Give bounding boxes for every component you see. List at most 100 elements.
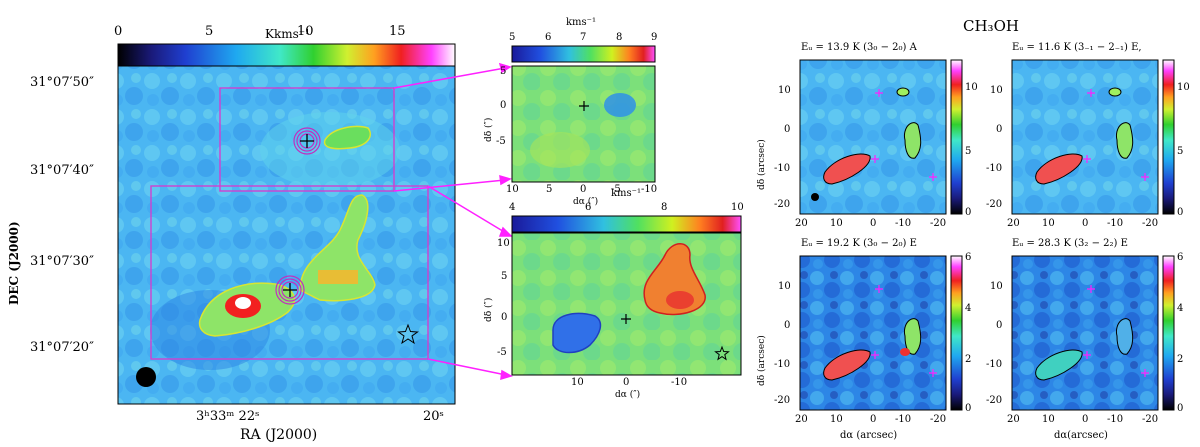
inset-bottom-frame: [511, 232, 742, 376]
main-y-tick: 31°07′30″: [30, 254, 94, 269]
inset-top-x-tick: 10: [506, 184, 519, 195]
panel-4-x-tick: -10: [1107, 414, 1124, 425]
panel-3-cb-tick: 0: [965, 403, 972, 414]
main-y-axis-label: DEC (J2000): [7, 221, 21, 305]
zoom-box-top: [219, 87, 395, 192]
panel-4-x-tick: 20: [1007, 414, 1020, 425]
panel-2-x-tick: -10: [1107, 218, 1124, 229]
panel-2-frame: [1011, 59, 1159, 215]
panel-2-cb-tick: 5: [1177, 146, 1184, 157]
panel-4-x-tick: 0: [1082, 414, 1089, 425]
inset-bottom-x-tick: 10: [571, 377, 584, 388]
zoom-box-bottom: [150, 185, 429, 360]
panel-3-title: Eᵤ = 19.2 K (3₀ − 2₀) E: [801, 238, 917, 249]
panel-2-y-tick: 10: [990, 85, 1003, 96]
inset-top-plus: [579, 101, 589, 111]
panel-2-y-tick: -10: [986, 163, 1003, 174]
panel-1-cb-tick: 5: [965, 146, 972, 157]
inset-top-colorbar-unit: kms⁻¹: [566, 17, 596, 28]
panel-4-y-tick: 10: [990, 281, 1003, 292]
panel-2-x-tick: 20: [1007, 218, 1020, 229]
panel-4-y-tick: 0: [996, 320, 1003, 331]
inset-bottom-colorbar-unit: kms⁻¹: [611, 188, 641, 199]
panel-1-x-tick: 10: [830, 218, 843, 229]
panel-3-x-tick: -10: [895, 414, 912, 425]
panel-3-x-tick: 10: [830, 414, 843, 425]
panel-2-x-tick: 10: [1042, 218, 1055, 229]
panel-1-colorbar: [950, 59, 963, 215]
inset-top-x-tick: -10: [641, 184, 658, 195]
inset-bottom-x-axis-label: dα (″): [615, 390, 641, 400]
main-colorbar: [117, 43, 456, 67]
panel-1-frame: [799, 59, 947, 215]
panel-1-y-tick: -20: [774, 199, 791, 210]
panel-1-y-tick: 10: [778, 85, 791, 96]
main-plus-marker-bottom: [283, 283, 297, 297]
panel-4-cb-tick: 6: [1177, 252, 1184, 263]
panel-3-y-tick: 10: [778, 281, 791, 292]
panel-3-x-tick: 0: [870, 414, 877, 425]
ch3oh-plus-markers: [871, 89, 1149, 377]
panel-2-x-tick: -20: [1142, 218, 1159, 229]
inset-top-y-tick: 0: [500, 100, 507, 111]
panel-2-x-tick: 0: [1082, 218, 1089, 229]
inset-top-cb-tick: 6: [545, 32, 552, 43]
panel-1-x-tick: 20: [795, 218, 808, 229]
panel-2-cb-tick: 0: [1177, 207, 1184, 218]
panel-3-y-tick: -20: [774, 395, 791, 406]
inset-top-x-tick: -5: [611, 184, 621, 195]
inset-top-colorbar: [511, 45, 656, 63]
panel-4-colorbar: [1162, 255, 1175, 411]
panel-4-x-axis-label: dα(arcsec): [1054, 430, 1108, 441]
panel-1-beam: [811, 193, 819, 201]
panel-1-y-tick: 0: [784, 124, 791, 135]
inset-bottom-x-tick: -10: [671, 377, 688, 388]
main-y-tick: 31°07′50″: [30, 75, 94, 90]
zoom-arrows: [393, 62, 513, 381]
panel-2-y-tick: -20: [986, 199, 1003, 210]
panel-1-y-axis-label: dδ (arcsec): [757, 139, 767, 190]
panel-4-x-tick: -20: [1142, 414, 1159, 425]
panel-3-y-axis-label: dδ (arcsec): [757, 335, 767, 386]
main-colorbar-tick: 0: [114, 24, 123, 39]
main-y-tick: 31°07′40″: [30, 163, 94, 178]
panel-4-title: Eᵤ = 28.3 K (3₂ − 2₂) E: [1012, 238, 1128, 249]
inset-bottom-y-axis-label: dδ (″): [484, 297, 494, 322]
inset-top-y-tick: 5: [500, 66, 507, 77]
inset-top-frame: [511, 65, 656, 183]
main-colorbar-unit: Kkms⁻¹: [265, 27, 310, 41]
main-beam-circle: [136, 367, 156, 387]
main-heatmap: [118, 66, 455, 404]
panel-4-frame: [1011, 255, 1159, 411]
panel-1-cb-tick: 10: [965, 82, 978, 93]
main-y-tick: 31°07′20″: [30, 340, 94, 355]
main-x-axis-label: RA (J2000): [240, 427, 318, 443]
panel-3-y-tick: 0: [784, 320, 791, 331]
panel-3-cb-tick: 6: [965, 252, 972, 263]
inset-top-x-tick: 0: [580, 184, 587, 195]
panel-3-x-tick: 20: [795, 414, 808, 425]
panel-3-x-axis-label: dα (arcsec): [840, 430, 898, 441]
panel-4-cb-tick: 4: [1177, 303, 1184, 314]
inset-top-cb-tick: 7: [580, 32, 587, 43]
inset-bottom-star: [714, 345, 730, 361]
panel-3-y-tick: -10: [774, 359, 791, 370]
inset-bottom-heatmap: [512, 233, 741, 375]
panel-1-title: Eᵤ = 13.9 K (3₀ − 2₀) A: [801, 42, 917, 53]
panel-4-cb-tick: 2: [1177, 354, 1184, 365]
inset-bottom-cb-tick: 10: [731, 202, 744, 213]
main-plus-marker-top: [300, 134, 314, 148]
panel-1-x-tick: 0: [870, 218, 877, 229]
panel-3-cb-tick: 2: [965, 354, 972, 365]
panel-3-x-tick: -20: [930, 414, 947, 425]
inset-bottom-y-tick: 0: [501, 312, 508, 323]
panel-4-x-tick: 10: [1042, 414, 1055, 425]
inset-bottom-x-tick: 0: [623, 377, 630, 388]
panel-2-cb-tick: 10: [1177, 82, 1190, 93]
panel-3-frame: [799, 255, 947, 411]
inset-bottom-y-tick: -5: [497, 347, 507, 358]
inset-bottom-colorbar: [511, 215, 742, 233]
panel-4-y-tick: -10: [986, 359, 1003, 370]
inset-bottom-plus: [621, 314, 631, 324]
